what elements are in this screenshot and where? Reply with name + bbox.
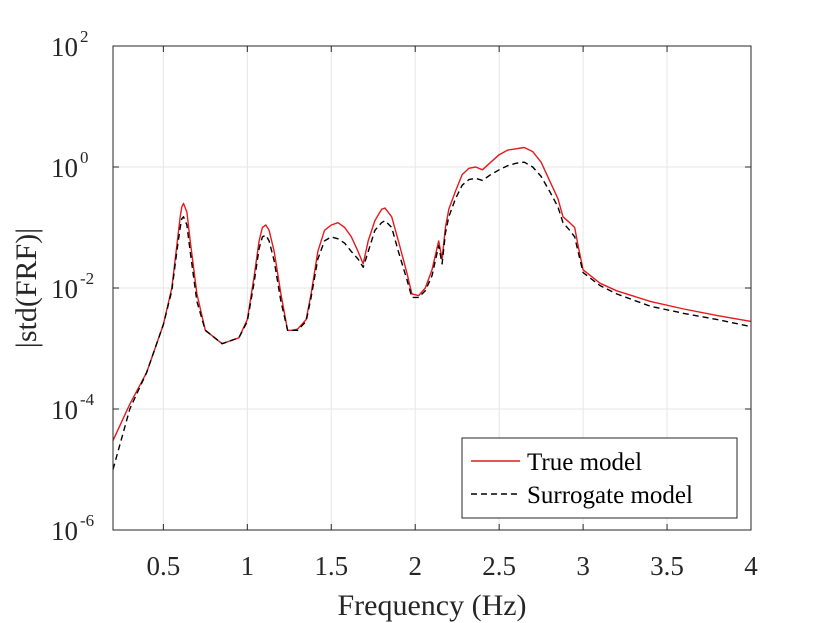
- y-tick-label-exponent: 2: [80, 27, 89, 46]
- y-tick-label-exponent: -6: [80, 511, 94, 530]
- y-tick-label-exponent: 0: [80, 148, 89, 167]
- y-tick-label-base: 10: [51, 274, 78, 304]
- series-layer: [112, 146, 752, 470]
- y-axis-title: |std(FRF)|: [10, 228, 43, 348]
- x-tick-label: 1.5: [314, 551, 348, 581]
- y-tick-label-base: 10: [51, 395, 78, 425]
- y-tick-label-base: 10: [51, 516, 78, 546]
- series-line-surrogate-model: [112, 161, 752, 470]
- x-tick-label: 3.5: [650, 551, 684, 581]
- legend-label-true-model: True model: [527, 449, 642, 476]
- legend: True model Surrogate model: [461, 437, 738, 519]
- legend-label-surrogate-model: Surrogate model: [527, 482, 693, 509]
- x-tick-label: 2.5: [482, 551, 516, 581]
- legend-box: [461, 437, 738, 519]
- x-tick-labels: 0.5 1 1.5 2 2.5 3 3.5 4: [146, 551, 758, 581]
- x-axis-title: Frequency (Hz): [337, 589, 526, 622]
- ticks-layer: [113, 45, 752, 531]
- y-tick-label-exponent: -4: [80, 390, 95, 409]
- x-tick-label: 0.5: [146, 551, 180, 581]
- y-tick-label-base: 10: [51, 153, 78, 183]
- x-tick-label: 4: [744, 551, 758, 581]
- x-tick-label: 3: [576, 551, 590, 581]
- y-tick-label-exponent: -2: [80, 269, 94, 288]
- y-tick-label-base: 10: [51, 32, 78, 62]
- x-tick-label: 2: [408, 551, 422, 581]
- x-tick-label: 1: [241, 551, 255, 581]
